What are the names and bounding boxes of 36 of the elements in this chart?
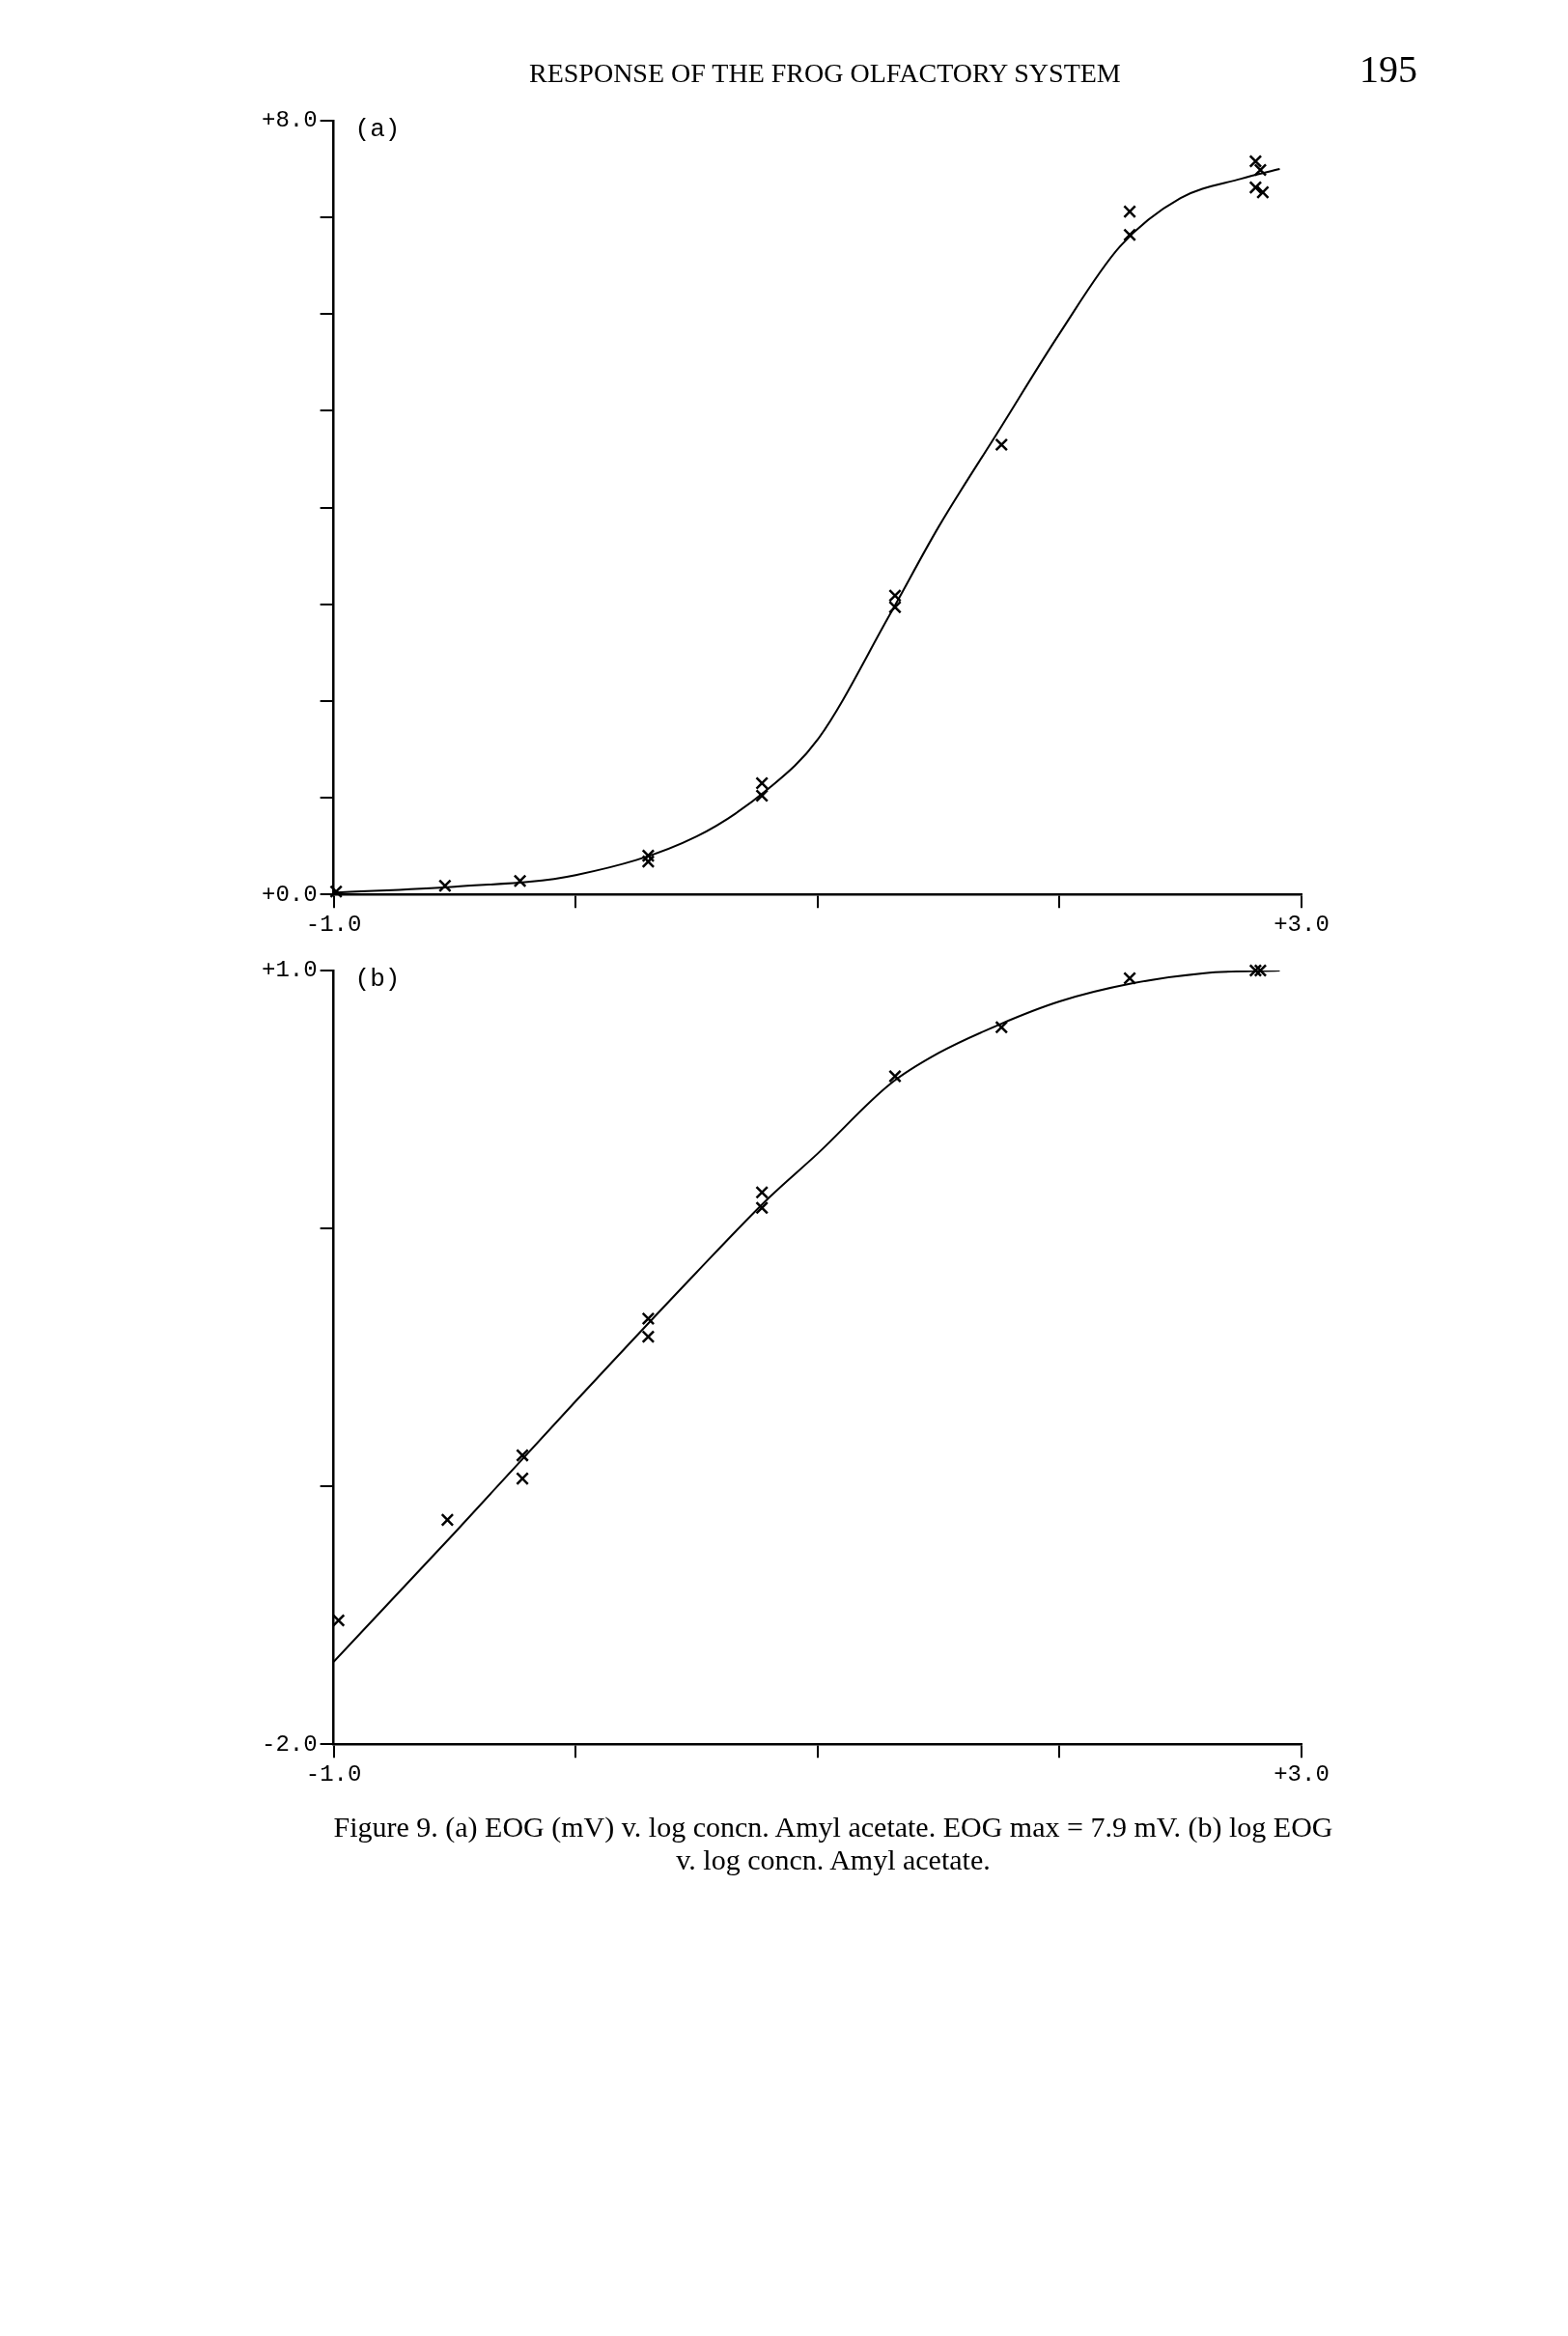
x-tick-label: -1.0 <box>305 911 362 938</box>
point <box>755 1185 770 1199</box>
point <box>516 1472 529 1486</box>
point <box>641 1311 656 1326</box>
x-tick-label: +3.0 <box>1274 1760 1330 1787</box>
point <box>888 1069 902 1084</box>
point <box>513 874 527 888</box>
x-tick-label: +3.0 <box>1274 911 1330 938</box>
x-tick-label: -1.0 <box>305 1760 362 1787</box>
point <box>641 855 656 869</box>
caption: Figure 9. (a) EOG (mV) v. log concn. Amyl acetate. EOG max = 7.9 mV. (b) log EOG v. log concn. Amyl acetate. <box>332 1811 1334 1876</box>
text: 195 <box>1359 46 1417 92</box>
y-tick-label: +0.0 <box>262 881 318 908</box>
point <box>1256 185 1270 200</box>
point <box>437 879 452 893</box>
chart-subtitle: (a) <box>354 114 401 144</box>
point <box>1123 971 1136 985</box>
point <box>755 1200 770 1215</box>
chart-subtitle: (b) <box>354 964 401 994</box>
point <box>1248 181 1263 195</box>
point <box>440 1512 455 1527</box>
point <box>994 437 1009 452</box>
point <box>1248 964 1263 977</box>
point <box>516 1449 529 1462</box>
point <box>994 1020 1009 1034</box>
point <box>641 1330 656 1344</box>
point <box>1123 228 1136 242</box>
point <box>1253 163 1268 177</box>
point <box>1248 155 1263 168</box>
y-tick-label: -2.0 <box>262 1731 318 1758</box>
y-tick-label: +8.0 <box>262 107 318 134</box>
chart-title: RESPONSE OF THE FROG OLFACTORY SYSTEM <box>529 58 1121 89</box>
point <box>1253 964 1268 977</box>
point <box>641 849 656 863</box>
y-tick-label: +1.0 <box>262 957 318 984</box>
point <box>1123 205 1136 219</box>
